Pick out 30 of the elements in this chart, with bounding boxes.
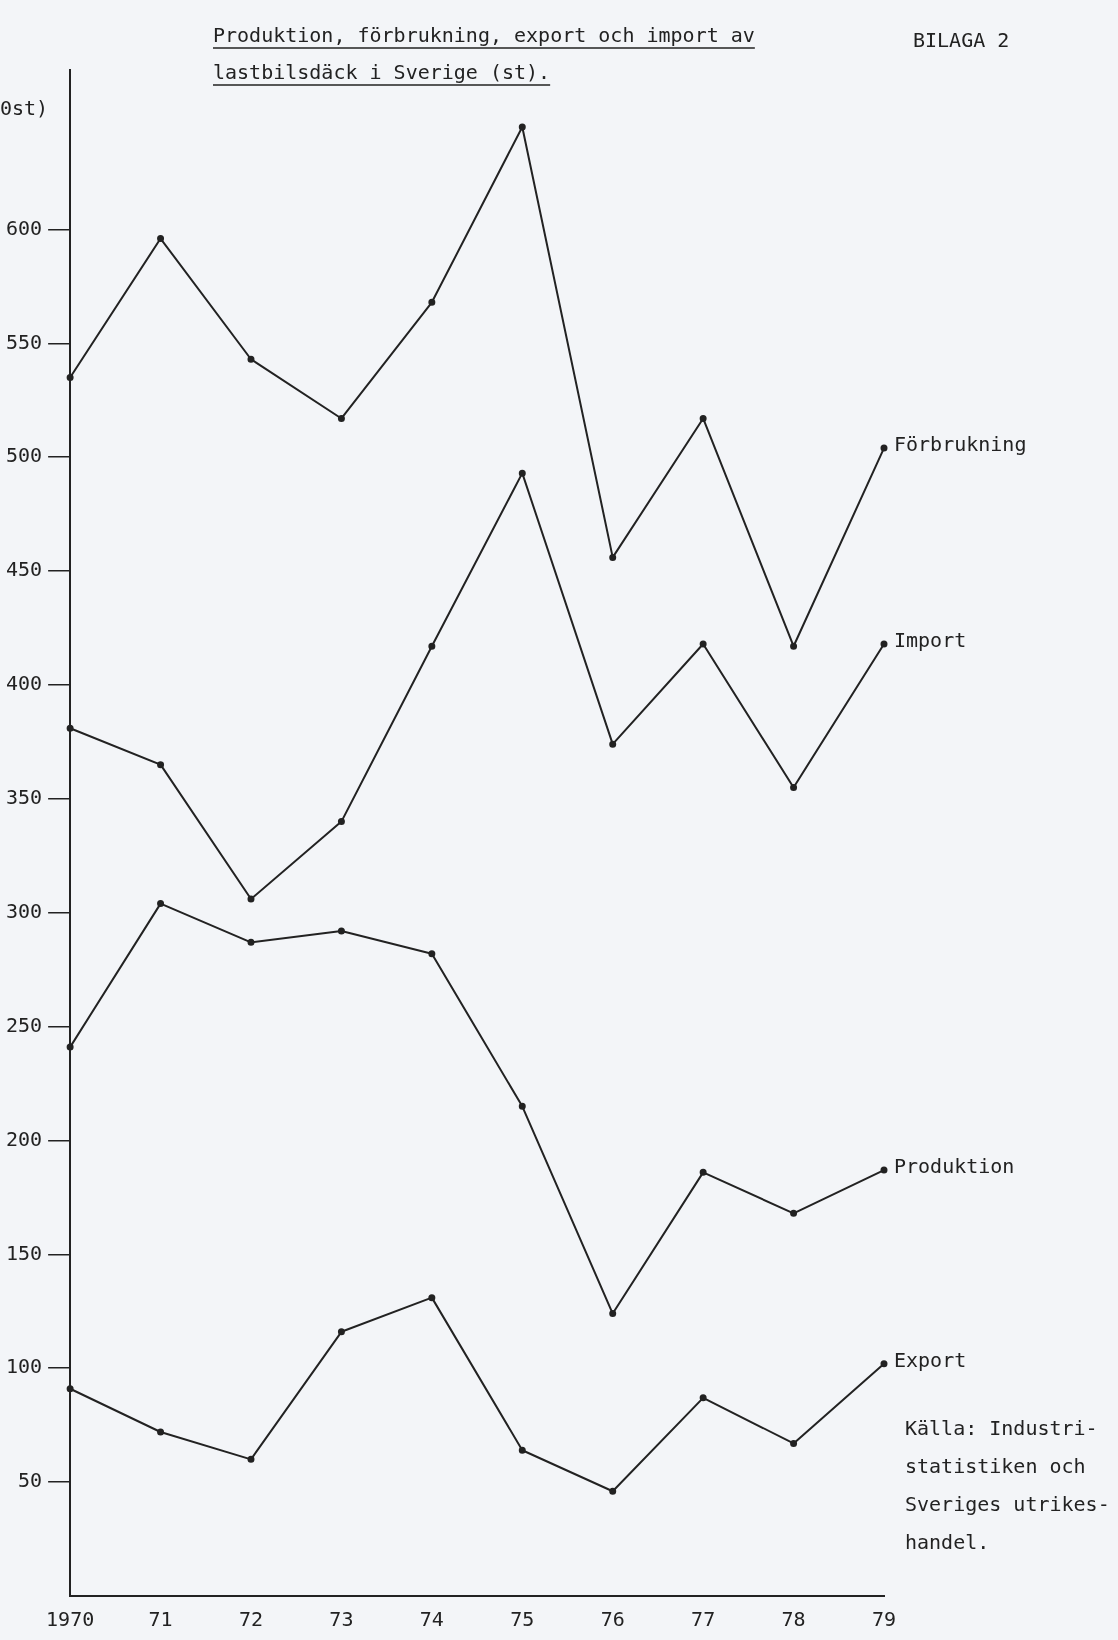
y-tick-label: 150 — [6, 1240, 43, 1265]
x-tick-label: 75 — [510, 1607, 535, 1632]
y-tick-label: 250 — [6, 1012, 43, 1037]
y-tick-label: 400 — [6, 671, 43, 696]
x-tick-label: 77 — [691, 1607, 716, 1632]
text: Källa: Industri- statistiken och Sveriges utrikes- handel. — [905, 1416, 1110, 1555]
x-tick-label: 79 — [871, 1607, 897, 1632]
x-tick-label: 74 — [419, 1607, 444, 1632]
series-label: Import — [894, 628, 967, 653]
x-tick-label: 76 — [600, 1607, 625, 1632]
x-tick-label: 1970 — [46, 1607, 95, 1632]
chart-title: Produktion, förbrukning, export och import av lastbilsdäck i Sverige (st). — [213, 23, 755, 84]
x-tick-label: 71 — [148, 1607, 173, 1632]
text: BILAGA 2 — [913, 28, 1010, 53]
series-label: Produktion — [894, 1154, 1015, 1179]
y-tick-label: 500 — [6, 443, 43, 468]
x-tick-label: 78 — [781, 1607, 806, 1632]
y-tick-label: 350 — [6, 785, 43, 810]
x-tick-label: 72 — [238, 1607, 264, 1632]
y-tick-label: 50 — [18, 1468, 43, 1493]
y-tick-label: 600 — [6, 215, 43, 240]
y-axis-title: 0st) — [0, 96, 49, 121]
series-label: Export — [894, 1347, 967, 1372]
y-tick-label: 450 — [6, 557, 43, 582]
y-tick-label: 200 — [6, 1126, 43, 1151]
y-tick-label: 550 — [6, 329, 43, 354]
x-tick-label: 73 — [329, 1607, 354, 1632]
y-tick-label: 300 — [6, 898, 43, 923]
y-tick-label: 100 — [6, 1354, 43, 1379]
series-label: Förbrukning — [894, 432, 1027, 457]
